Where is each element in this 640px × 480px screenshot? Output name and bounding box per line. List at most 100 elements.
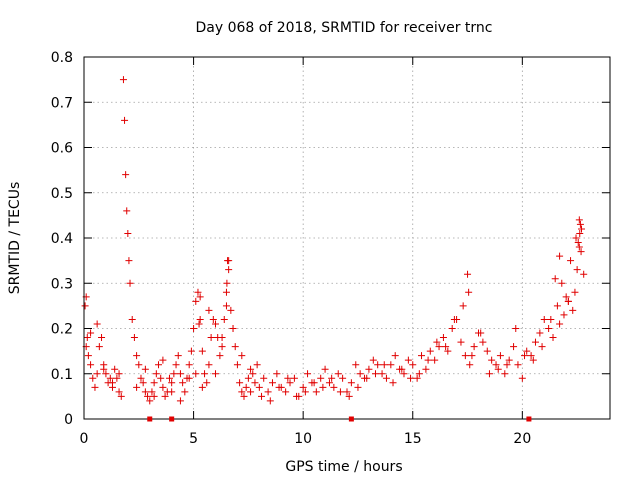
data-point — [290, 374, 298, 382]
data-point — [319, 383, 327, 391]
data-point — [207, 334, 215, 342]
data-point — [293, 392, 301, 400]
data-point — [198, 383, 206, 391]
data-point — [409, 361, 417, 369]
data-point — [223, 279, 231, 287]
data-point — [253, 361, 261, 369]
data-point — [501, 370, 509, 378]
data-point — [93, 370, 101, 378]
grid-lines — [84, 57, 610, 419]
data-point — [238, 388, 246, 396]
data-point — [382, 374, 390, 382]
data-point — [418, 352, 426, 360]
data-point — [222, 302, 230, 310]
data-point — [108, 379, 116, 387]
data-point — [328, 374, 336, 382]
data-point — [161, 392, 169, 400]
data-point — [529, 356, 537, 364]
data-point — [576, 229, 584, 237]
data-point — [93, 320, 101, 328]
data-point — [123, 207, 131, 215]
data-point — [551, 275, 559, 283]
data-point — [321, 365, 329, 373]
data-point — [549, 334, 557, 342]
data-point — [575, 243, 583, 251]
data-point — [477, 329, 485, 337]
data-point — [176, 370, 184, 378]
data-point — [284, 374, 292, 382]
data-point — [363, 374, 371, 382]
data-point — [538, 343, 546, 351]
data-point — [89, 374, 97, 382]
y-tick-label: 0.7 — [51, 95, 73, 111]
data-point — [81, 302, 89, 310]
data-point — [317, 374, 325, 382]
data-point — [227, 306, 235, 314]
data-point — [168, 379, 176, 387]
data-point — [330, 383, 338, 391]
data-point — [496, 352, 504, 360]
data-point — [356, 370, 364, 378]
data-point — [325, 379, 333, 387]
data-point — [87, 361, 95, 369]
data-point — [354, 383, 362, 391]
data-point — [146, 397, 154, 405]
data-point — [209, 315, 217, 323]
data-point — [192, 370, 200, 378]
data-point — [240, 392, 248, 400]
data-point — [398, 365, 406, 373]
data-point — [218, 334, 226, 342]
data-point — [576, 220, 584, 228]
x-axis-title: GPS time / hours — [285, 459, 402, 475]
data-point — [100, 365, 108, 373]
data-point — [231, 343, 239, 351]
data-point — [106, 374, 114, 382]
plot-frame — [83, 56, 611, 420]
data-point — [255, 383, 263, 391]
x-axis-markers — [147, 416, 532, 422]
data-point — [448, 325, 456, 332]
data-point — [466, 361, 474, 369]
data-point — [135, 361, 143, 369]
data-point — [115, 388, 123, 396]
data-point — [84, 352, 92, 360]
data-point — [426, 347, 434, 355]
data-point — [380, 361, 388, 369]
data-point — [343, 388, 351, 396]
data-point — [144, 392, 152, 400]
data-point — [510, 343, 518, 351]
data-point — [442, 343, 450, 351]
data-point — [556, 252, 564, 260]
data-point — [334, 370, 342, 378]
data-point — [531, 338, 539, 346]
data-point — [391, 352, 399, 360]
data-point — [168, 388, 176, 396]
x-axis-marker — [169, 416, 175, 422]
data-point — [128, 315, 136, 323]
data-point — [479, 338, 487, 346]
data-point — [141, 388, 149, 396]
data-point — [461, 352, 469, 360]
y-axis-title: SRMTID / TECUs — [7, 182, 23, 295]
data-point — [268, 379, 276, 387]
data-point — [233, 361, 241, 369]
data-point — [170, 370, 178, 378]
x-tick-label: 10 — [294, 431, 312, 447]
data-point — [155, 361, 163, 369]
data-point — [424, 356, 432, 364]
data-point — [157, 374, 165, 382]
data-point — [185, 374, 193, 382]
data-point — [339, 374, 347, 382]
data-point — [547, 315, 555, 323]
data-point — [556, 320, 564, 328]
data-point — [150, 392, 158, 400]
data-point — [203, 379, 211, 387]
data-point — [304, 370, 312, 378]
data-point — [527, 352, 535, 360]
data-point — [195, 320, 203, 328]
x-tick-label: 0 — [80, 431, 89, 447]
x-axis-marker — [526, 416, 532, 422]
data-point — [464, 270, 472, 278]
data-point — [139, 379, 147, 387]
data-point — [450, 315, 458, 323]
